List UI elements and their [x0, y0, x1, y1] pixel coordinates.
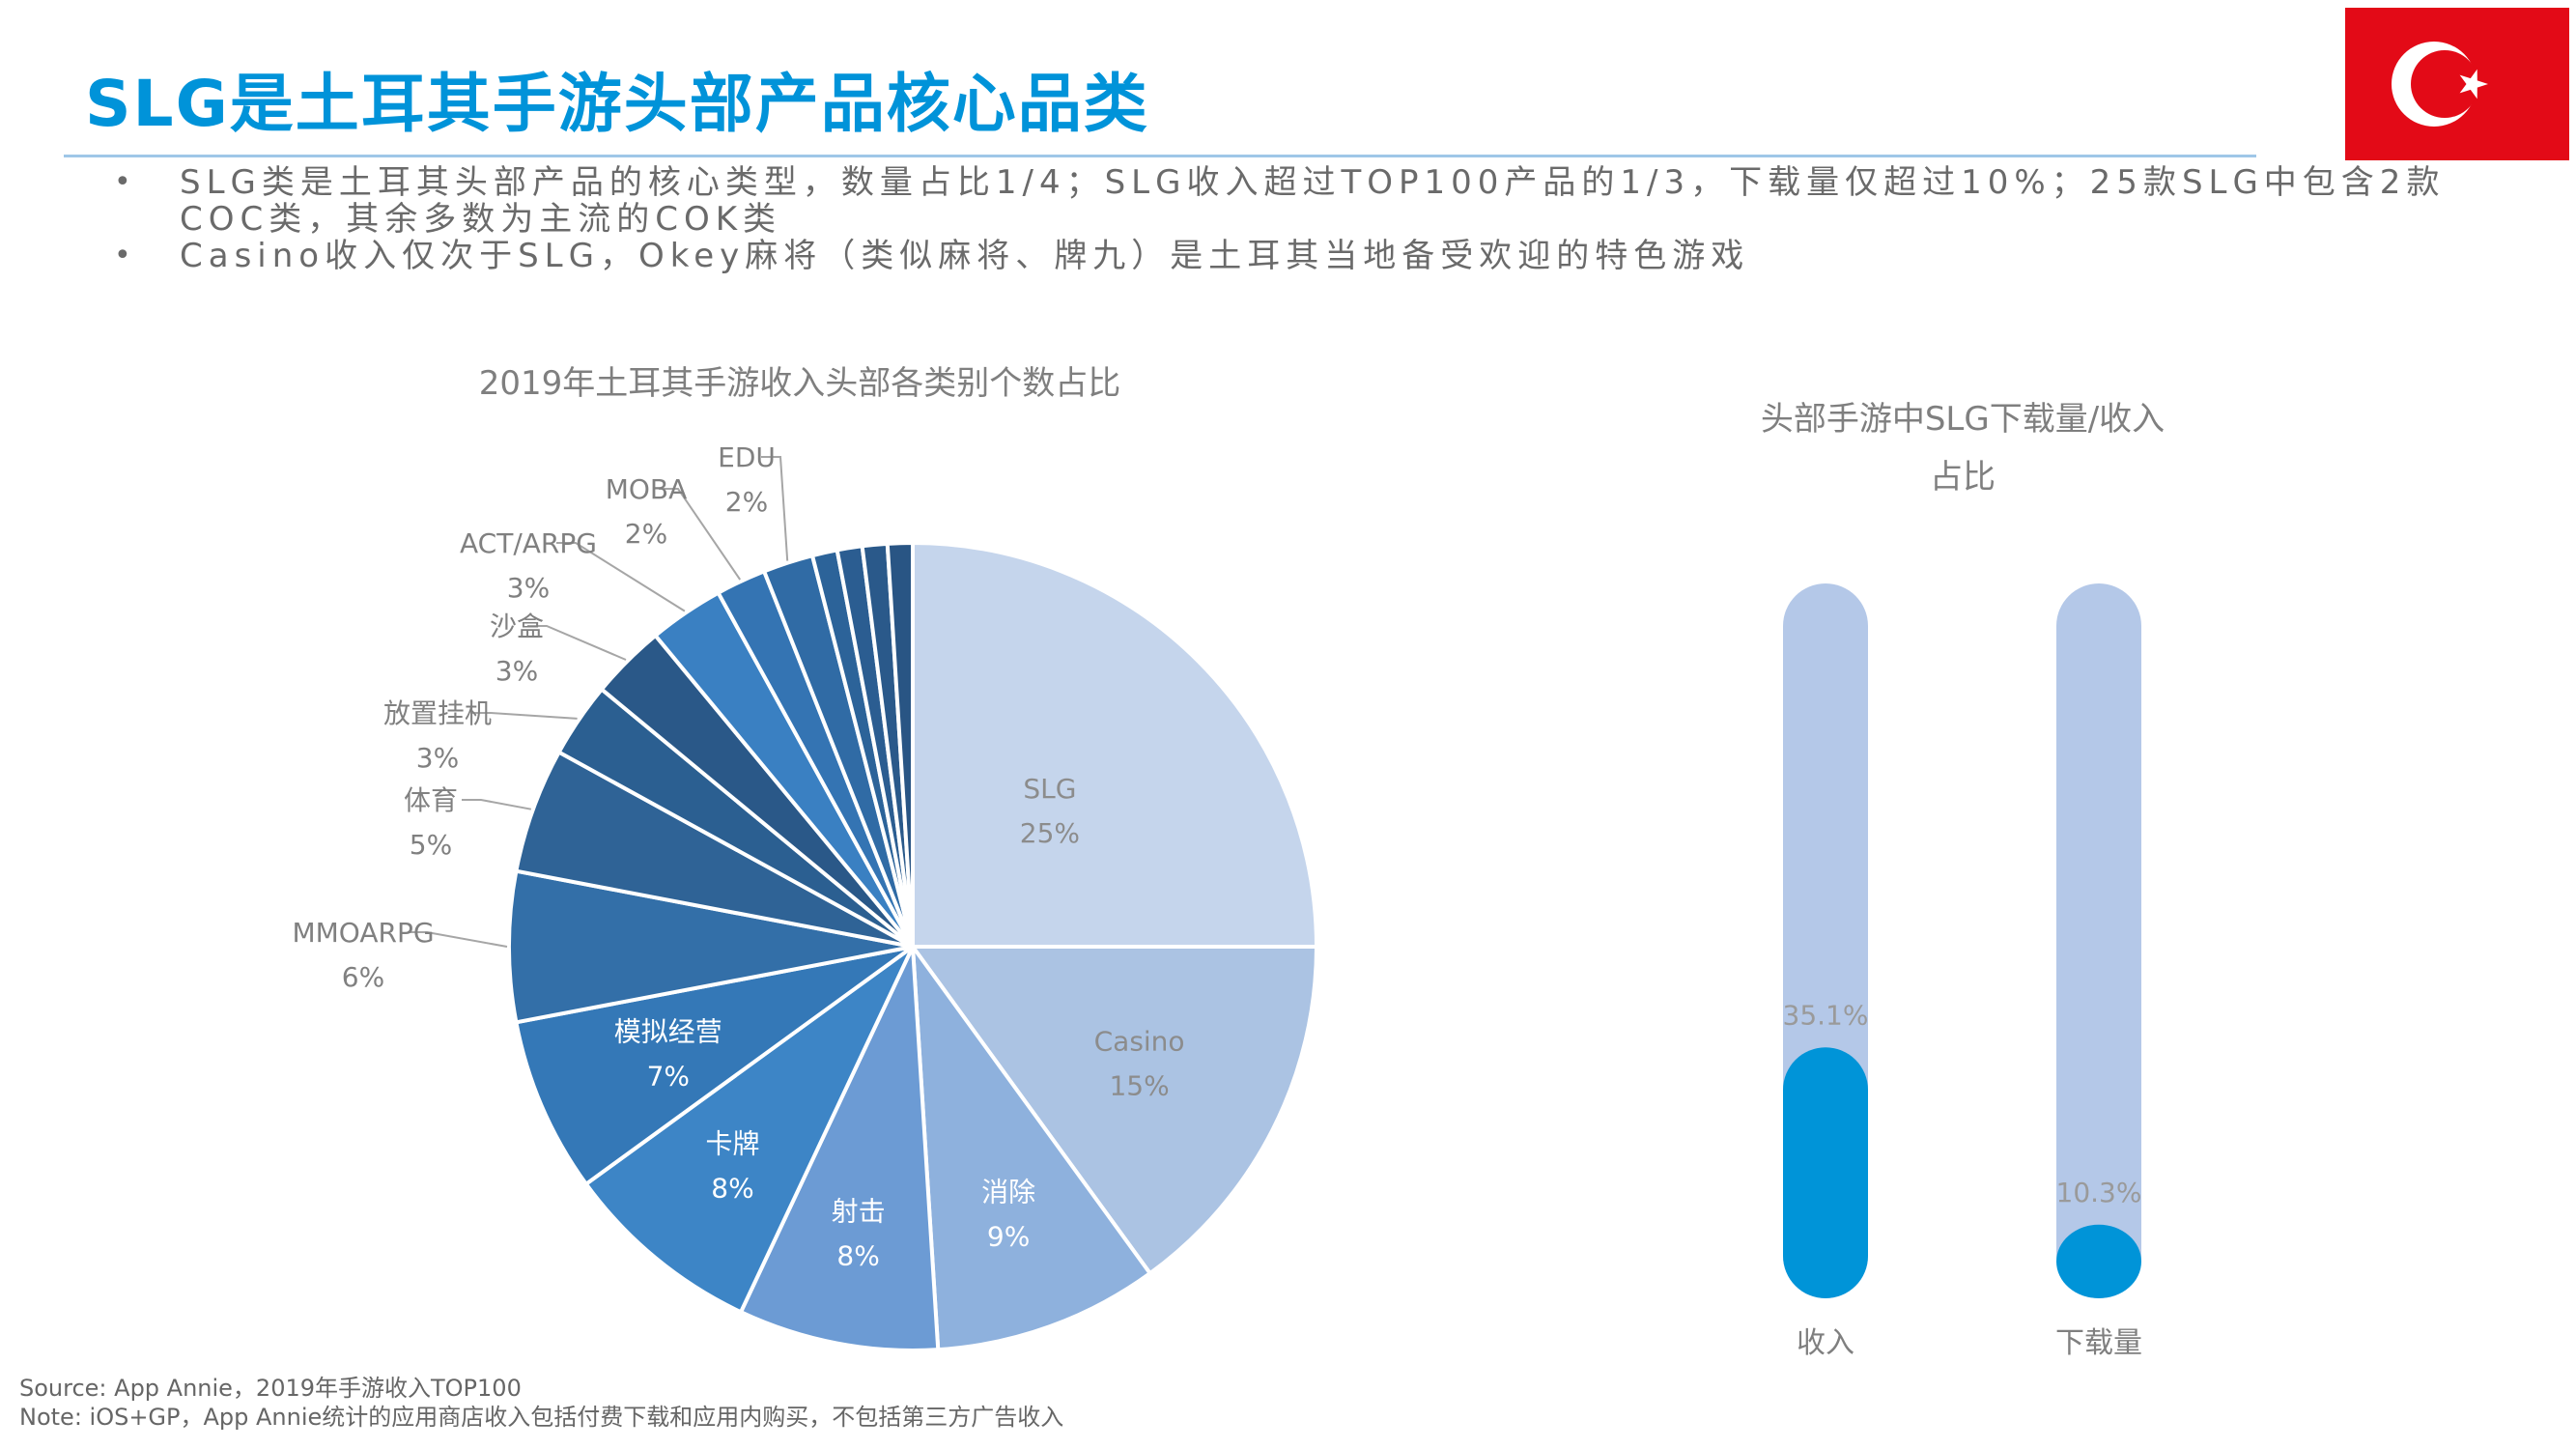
pie-pct-cat-4: 8% — [711, 1173, 753, 1205]
bar-1-category-label: 下载量 — [2055, 1326, 2142, 1360]
flag-emblem — [2392, 42, 2488, 127]
pie-labels: SLG 25% Casino 15% 消除 9% 射击 8% 卡牌 8% 模拟经营 7% MMOARPG… — [292, 441, 1184, 1272]
pie-leader-cat-9 — [527, 625, 627, 661]
bar-0-fill — [1783, 1047, 1868, 1298]
bar-chart-title-line-1: 头部手游中SLG下载量/收入 — [1761, 400, 2165, 439]
bar-0-category-label: 收入 — [1797, 1326, 1854, 1360]
pie-slice-slg — [911, 540, 1319, 949]
pie-label-mmoarpg: MMOARPG — [292, 917, 434, 949]
bullet-item-2: • Casino收入仅次于SLG，Okey麻将（类似麻将、牌九）是土耳其当地备受… — [114, 238, 2529, 274]
bullet-text-2: Casino收入仅次于SLG，Okey麻将（类似麻将、牌九）是土耳其当地备受欢迎… — [180, 237, 1750, 275]
pie-slice-cat-3 — [738, 946, 941, 1352]
pie-slice-casino — [909, 945, 1319, 1276]
bullet-marker: • — [114, 239, 131, 272]
bar-group: 35.1% 收入 10.3% 下载量 — [1783, 583, 2142, 1360]
pie-label-casino: Casino — [1094, 1026, 1185, 1058]
pie-pct-edu: 2% — [725, 486, 768, 518]
source-line: Source: App Annie，2019年手游收入TOP100 — [19, 1375, 522, 1402]
pie-label-cat-5: 模拟经营 — [614, 1016, 722, 1048]
pie-leader-cat-8 — [471, 712, 578, 720]
pie-pct-cat-7: 5% — [410, 829, 452, 861]
pie-leader-moba — [659, 488, 742, 581]
bullet-marker: • — [114, 165, 131, 199]
pie-label-moba: MOBA — [606, 473, 688, 505]
bar-0-value-label: 35.1% — [1783, 999, 1869, 1031]
pie-slices — [506, 540, 1319, 1352]
bar-1-value-label: 10.3% — [2056, 1177, 2142, 1208]
pie-pct-cat-8: 3% — [416, 742, 459, 774]
turkey-flag-icon — [2345, 8, 2569, 160]
bullet-text-1: SLG类是土耳其头部产品的核心类型，数量占比1/4；SLG收入超过TOP100产… — [180, 163, 2446, 239]
bullet-item-1: • SLG类是土耳其头部产品的核心类型，数量占比1/4；SLG收入超过TOP10… — [114, 164, 2529, 238]
title-divider — [64, 155, 2256, 157]
page-title: SLG是土耳其手游头部产品核心品类 — [85, 67, 1149, 141]
pie-pct-cat-3: 8% — [836, 1240, 879, 1272]
pie-pct-cat-5: 7% — [647, 1061, 690, 1093]
pie-label-cat-8: 放置挂机 — [383, 697, 492, 729]
flag-star-icon — [2459, 69, 2488, 99]
pie-label-edu: EDU — [718, 441, 776, 473]
pie-pct-moba: 2% — [625, 518, 667, 550]
pie-slice-cat-5 — [514, 945, 915, 1187]
pie-label-act-arpg: ACT/ARPG — [460, 527, 597, 559]
pie-slice-mmoarpg — [506, 868, 914, 1025]
bar-chart-title-line-2: 占比 — [1930, 458, 1996, 497]
pie-pct-cat-9: 3% — [495, 655, 538, 687]
pie-pct-cat-2: 9% — [987, 1220, 1030, 1252]
pie-leader-cat-7 — [462, 799, 531, 810]
pie-pct-mmoarpg: 6% — [342, 961, 384, 993]
pie-leader-edu — [761, 456, 789, 561]
pie-slice-cat-4 — [583, 945, 915, 1315]
bar-1-track — [2056, 583, 2141, 1298]
pie-leader-mmoarpg — [408, 931, 508, 948]
bullet-list: • SLG类是土耳其头部产品的核心类型，数量占比1/4；SLG收入超过TOP10… — [114, 164, 2529, 274]
pie-label-cat-2: 消除 — [981, 1176, 1035, 1208]
pie-label-cat-9: 沙盒 — [490, 611, 544, 642]
pie-chart-title: 2019年土耳其手游收入头部各类别个数占比 — [479, 364, 1121, 403]
pie-label-cat-3: 射击 — [832, 1196, 886, 1228]
pie-slice-cat-16 — [885, 540, 915, 948]
bar-1-fill — [2056, 1224, 2141, 1298]
pie-pct-act-arpg: 3% — [507, 572, 550, 604]
pie-leader-act-arpg — [556, 542, 686, 612]
source-notes: Source: App Annie，2019年手游收入TOP100 Note: … — [19, 1374, 1063, 1432]
pie-pct-slg: 25% — [1020, 817, 1080, 849]
pie-pct-casino: 15% — [1109, 1070, 1169, 1102]
pie-label-slg: SLG — [1023, 773, 1076, 805]
pie-label-cat-7: 体育 — [404, 784, 458, 816]
note-line: Note: iOS+GP，App Annie统计的应用商店收入包括付费下载和应用… — [19, 1404, 1064, 1431]
pie-label-cat-4: 卡牌 — [705, 1128, 759, 1160]
pie-slice-cat-2 — [910, 940, 1153, 1352]
pie-leader-lines — [408, 456, 789, 948]
